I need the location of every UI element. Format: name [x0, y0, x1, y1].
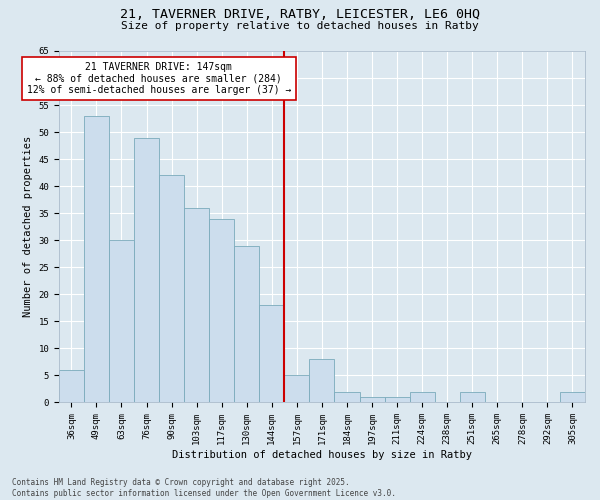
Bar: [284, 376, 310, 402]
Text: Size of property relative to detached houses in Ratby: Size of property relative to detached ho…: [121, 21, 479, 31]
Bar: [334, 392, 359, 402]
Text: 21, TAVERNER DRIVE, RATBY, LEICESTER, LE6 0HQ: 21, TAVERNER DRIVE, RATBY, LEICESTER, LE…: [120, 8, 480, 20]
Bar: [259, 305, 284, 402]
Bar: [59, 370, 84, 402]
Bar: [310, 359, 334, 403]
Bar: [385, 397, 410, 402]
Bar: [234, 246, 259, 402]
Bar: [159, 176, 184, 402]
Bar: [359, 397, 385, 402]
X-axis label: Distribution of detached houses by size in Ratby: Distribution of detached houses by size …: [172, 450, 472, 460]
Text: Contains HM Land Registry data © Crown copyright and database right 2025.
Contai: Contains HM Land Registry data © Crown c…: [12, 478, 396, 498]
Bar: [460, 392, 485, 402]
Bar: [184, 208, 209, 402]
Text: 21 TAVERNER DRIVE: 147sqm
← 88% of detached houses are smaller (284)
12% of semi: 21 TAVERNER DRIVE: 147sqm ← 88% of detac…: [26, 62, 291, 94]
Bar: [134, 138, 159, 402]
Y-axis label: Number of detached properties: Number of detached properties: [23, 136, 33, 318]
Bar: [84, 116, 109, 403]
Bar: [560, 392, 585, 402]
Bar: [109, 240, 134, 402]
Bar: [410, 392, 434, 402]
Bar: [209, 218, 234, 402]
